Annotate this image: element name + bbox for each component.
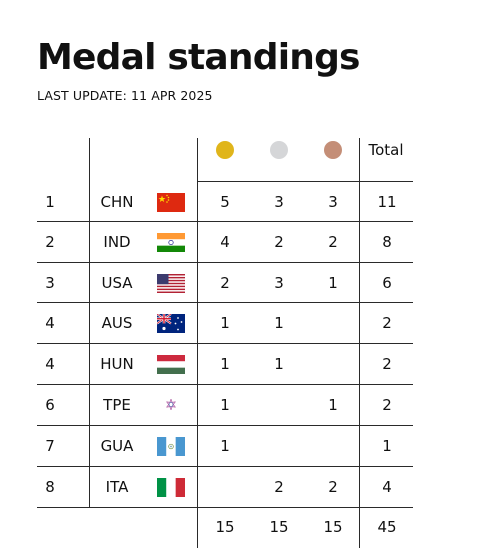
flag-chinese-taipei-icon (157, 396, 185, 415)
gold-count-cell (205, 467, 245, 507)
total-count-cell: 8 (382, 233, 392, 251)
total-count-cell: 11 (377, 193, 397, 211)
country-code-cell: ITA (105, 478, 129, 496)
total-column-header: Total (368, 141, 404, 159)
gold-count-cell: 1 (220, 437, 230, 455)
rank-cell: 3 (45, 274, 55, 292)
divider (37, 425, 413, 426)
bronze-count-cell: 1 (328, 396, 338, 414)
bronze-total-cell: 15 (323, 518, 343, 536)
gold-medal-icon (216, 141, 234, 159)
bronze-count-cell (313, 344, 353, 384)
rank-cell: 1 (45, 193, 55, 211)
bronze-count-cell: 3 (328, 193, 338, 211)
bronze-medal-icon (324, 141, 342, 159)
total-count-cell: 2 (382, 355, 392, 373)
bronze-count-cell: 1 (328, 274, 338, 292)
divider (37, 221, 413, 222)
divider (37, 466, 413, 467)
divider (37, 302, 413, 303)
silver-count-cell (259, 426, 299, 466)
silver-count-cell: 1 (274, 355, 284, 373)
divider (37, 384, 413, 385)
country-code-cell: HUN (100, 355, 134, 373)
rank-cell: 4 (45, 355, 55, 373)
divider (37, 262, 413, 263)
country-code-cell: GUA (100, 437, 134, 455)
gold-count-cell: 1 (220, 355, 230, 373)
bronze-count-cell: 2 (328, 478, 338, 496)
divider (37, 507, 413, 508)
silver-count-cell: 2 (274, 233, 284, 251)
total-count-cell: 6 (382, 274, 392, 292)
country-code-cell: AUS (101, 314, 133, 332)
divider (89, 138, 90, 507)
country-code-cell: USA (101, 274, 133, 292)
rank-cell: 7 (45, 437, 55, 455)
last-update-label: LAST UPDATE: 11 APR 2025 (37, 88, 213, 103)
gold-count-cell: 1 (220, 396, 230, 414)
rank-cell: 6 (45, 396, 55, 414)
divider (197, 181, 359, 182)
bronze-count-cell (313, 303, 353, 343)
gold-count-cell: 5 (220, 193, 230, 211)
total-count-cell: 4 (382, 478, 392, 496)
gold-total-cell: 15 (215, 518, 235, 536)
silver-count-cell: 2 (274, 478, 284, 496)
gold-count-cell: 4 (220, 233, 230, 251)
divider (359, 181, 413, 182)
page-title: Medal standings (37, 37, 360, 78)
country-code-cell: TPE (103, 396, 131, 414)
silver-count-cell: 1 (274, 314, 284, 332)
flag-italy-icon (157, 478, 185, 497)
country-code-cell: CHN (100, 193, 134, 211)
rank-cell: 4 (45, 314, 55, 332)
gold-count-cell: 1 (220, 314, 230, 332)
flag-india-icon (157, 233, 185, 252)
flag-australia-icon (157, 314, 185, 333)
silver-count-cell (259, 385, 299, 425)
total-count-cell: 2 (382, 396, 392, 414)
silver-medal-icon (270, 141, 288, 159)
flag-guatemala-icon (157, 437, 185, 456)
flag-china-icon (157, 193, 185, 212)
silver-count-cell: 3 (274, 274, 284, 292)
divider (37, 343, 413, 344)
flag-usa-icon (157, 274, 185, 293)
bronze-count-cell: 2 (328, 233, 338, 251)
gold-count-cell: 2 (220, 274, 230, 292)
total-count-cell: 2 (382, 314, 392, 332)
silver-total-cell: 15 (269, 518, 289, 536)
rank-cell: 2 (45, 233, 55, 251)
total-count-cell: 1 (382, 437, 392, 455)
rank-cell: 8 (45, 478, 55, 496)
grand-total-cell: 45 (377, 518, 397, 536)
bronze-count-cell (313, 426, 353, 466)
flag-hungary-icon (157, 355, 185, 374)
silver-count-cell: 3 (274, 193, 284, 211)
country-code-cell: IND (103, 233, 131, 251)
